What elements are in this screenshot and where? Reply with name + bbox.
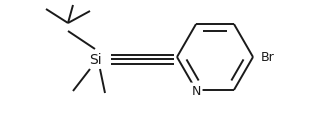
Text: Br: Br xyxy=(261,51,275,64)
Text: N: N xyxy=(191,85,201,98)
Text: Si: Si xyxy=(89,53,101,66)
